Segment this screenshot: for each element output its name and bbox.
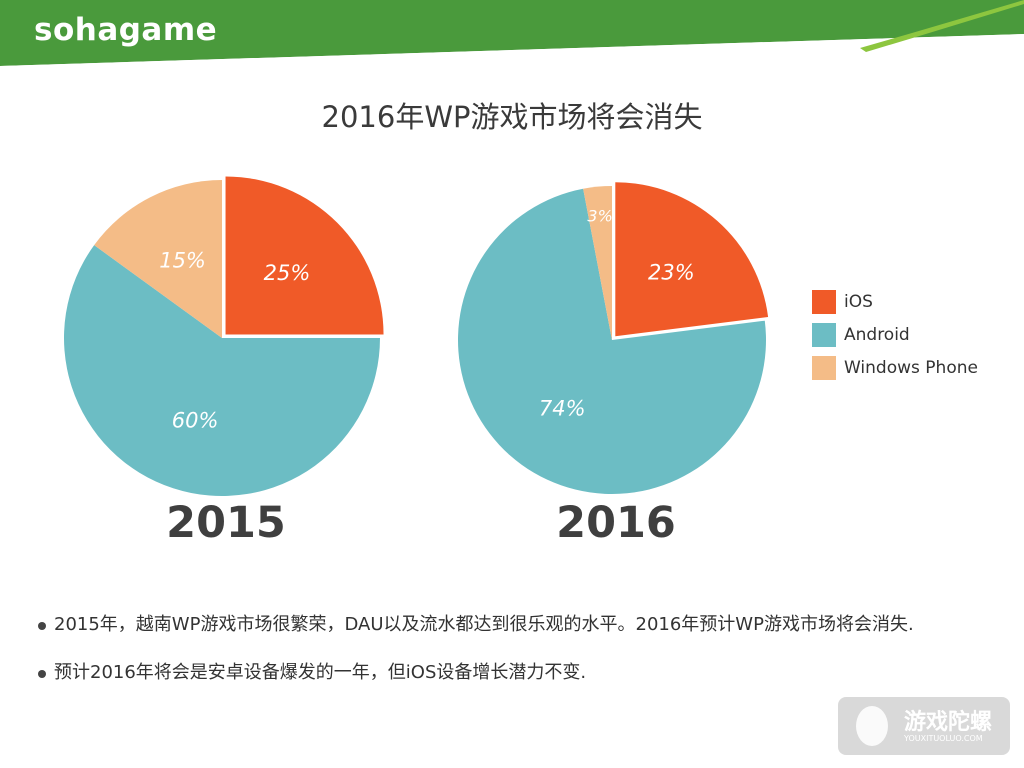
- legend-swatch-android: [812, 323, 836, 347]
- header-banner: [0, 0, 1024, 66]
- legend-item-windows-phone: Windows Phone: [812, 356, 978, 380]
- year-label-2015: 2015: [166, 498, 286, 548]
- legend-label-ios: iOS: [844, 292, 873, 312]
- bullet-list: 2015年，越南WP游戏市场很繁荣，DAU以及流水都达到很乐观的水平。2016年…: [36, 612, 986, 708]
- pie-slice-2015-windows-phone: [94, 180, 222, 338]
- legend-swatch-windows-phone: [812, 356, 836, 380]
- bullet-item-1: 2015年，越南WP游戏市场很繁荣，DAU以及流水都达到很乐观的水平。2016年…: [36, 612, 986, 638]
- pie-slice-2016-ios: [615, 182, 769, 337]
- legend-label-windows-phone: Windows Phone: [844, 358, 978, 378]
- pie-slice-2015-ios: [225, 176, 384, 335]
- pie-2015: 25% 60% 15%: [63, 176, 384, 496]
- watermark-logo: [838, 697, 1010, 755]
- watermark-text: 游戏陀螺 YOUXITUOLUO.COM: [904, 710, 993, 743]
- legend-item-android: Android: [812, 323, 978, 347]
- banner-accent: [860, 0, 1024, 52]
- bullet-item-2: 预计2016年将会是安卓设备爆发的一年，但iOS设备增长潜力不变.: [36, 660, 986, 686]
- pie-label-2016-windows-phone: 3%: [587, 206, 612, 225]
- page-title: 2016年WP游戏市场将会消失: [321, 100, 703, 134]
- watermark-icon: [856, 706, 888, 746]
- pie-2016: 23% 74% 3%: [457, 182, 769, 494]
- pie-slice-2016-windows-phone: [583, 186, 612, 340]
- legend-swatch-ios: [812, 290, 836, 314]
- pie-label-2015-android: 60%: [172, 409, 219, 433]
- pie-slice-2015-android: [63, 245, 380, 496]
- pie-label-2016-ios: 23%: [648, 261, 695, 285]
- legend: iOS Android Windows Phone: [812, 290, 978, 389]
- pie-slice-2016-android: [457, 188, 766, 494]
- legend-label-android: Android: [844, 325, 910, 345]
- legend-item-ios: iOS: [812, 290, 978, 314]
- pie-label-2015-ios: 25%: [264, 261, 311, 285]
- pie-charts: 25% 60% 15% 23% 74% 3%: [63, 176, 769, 496]
- banner-light-band: [0, 34, 1024, 66]
- pie-label-2015-windows-phone: 15%: [159, 249, 206, 273]
- year-label-2016: 2016: [556, 498, 676, 548]
- sohagame-logo: sohagame: [34, 12, 218, 48]
- banner-dark-band: [0, 0, 1024, 66]
- pie-label-2016-android: 74%: [539, 397, 586, 421]
